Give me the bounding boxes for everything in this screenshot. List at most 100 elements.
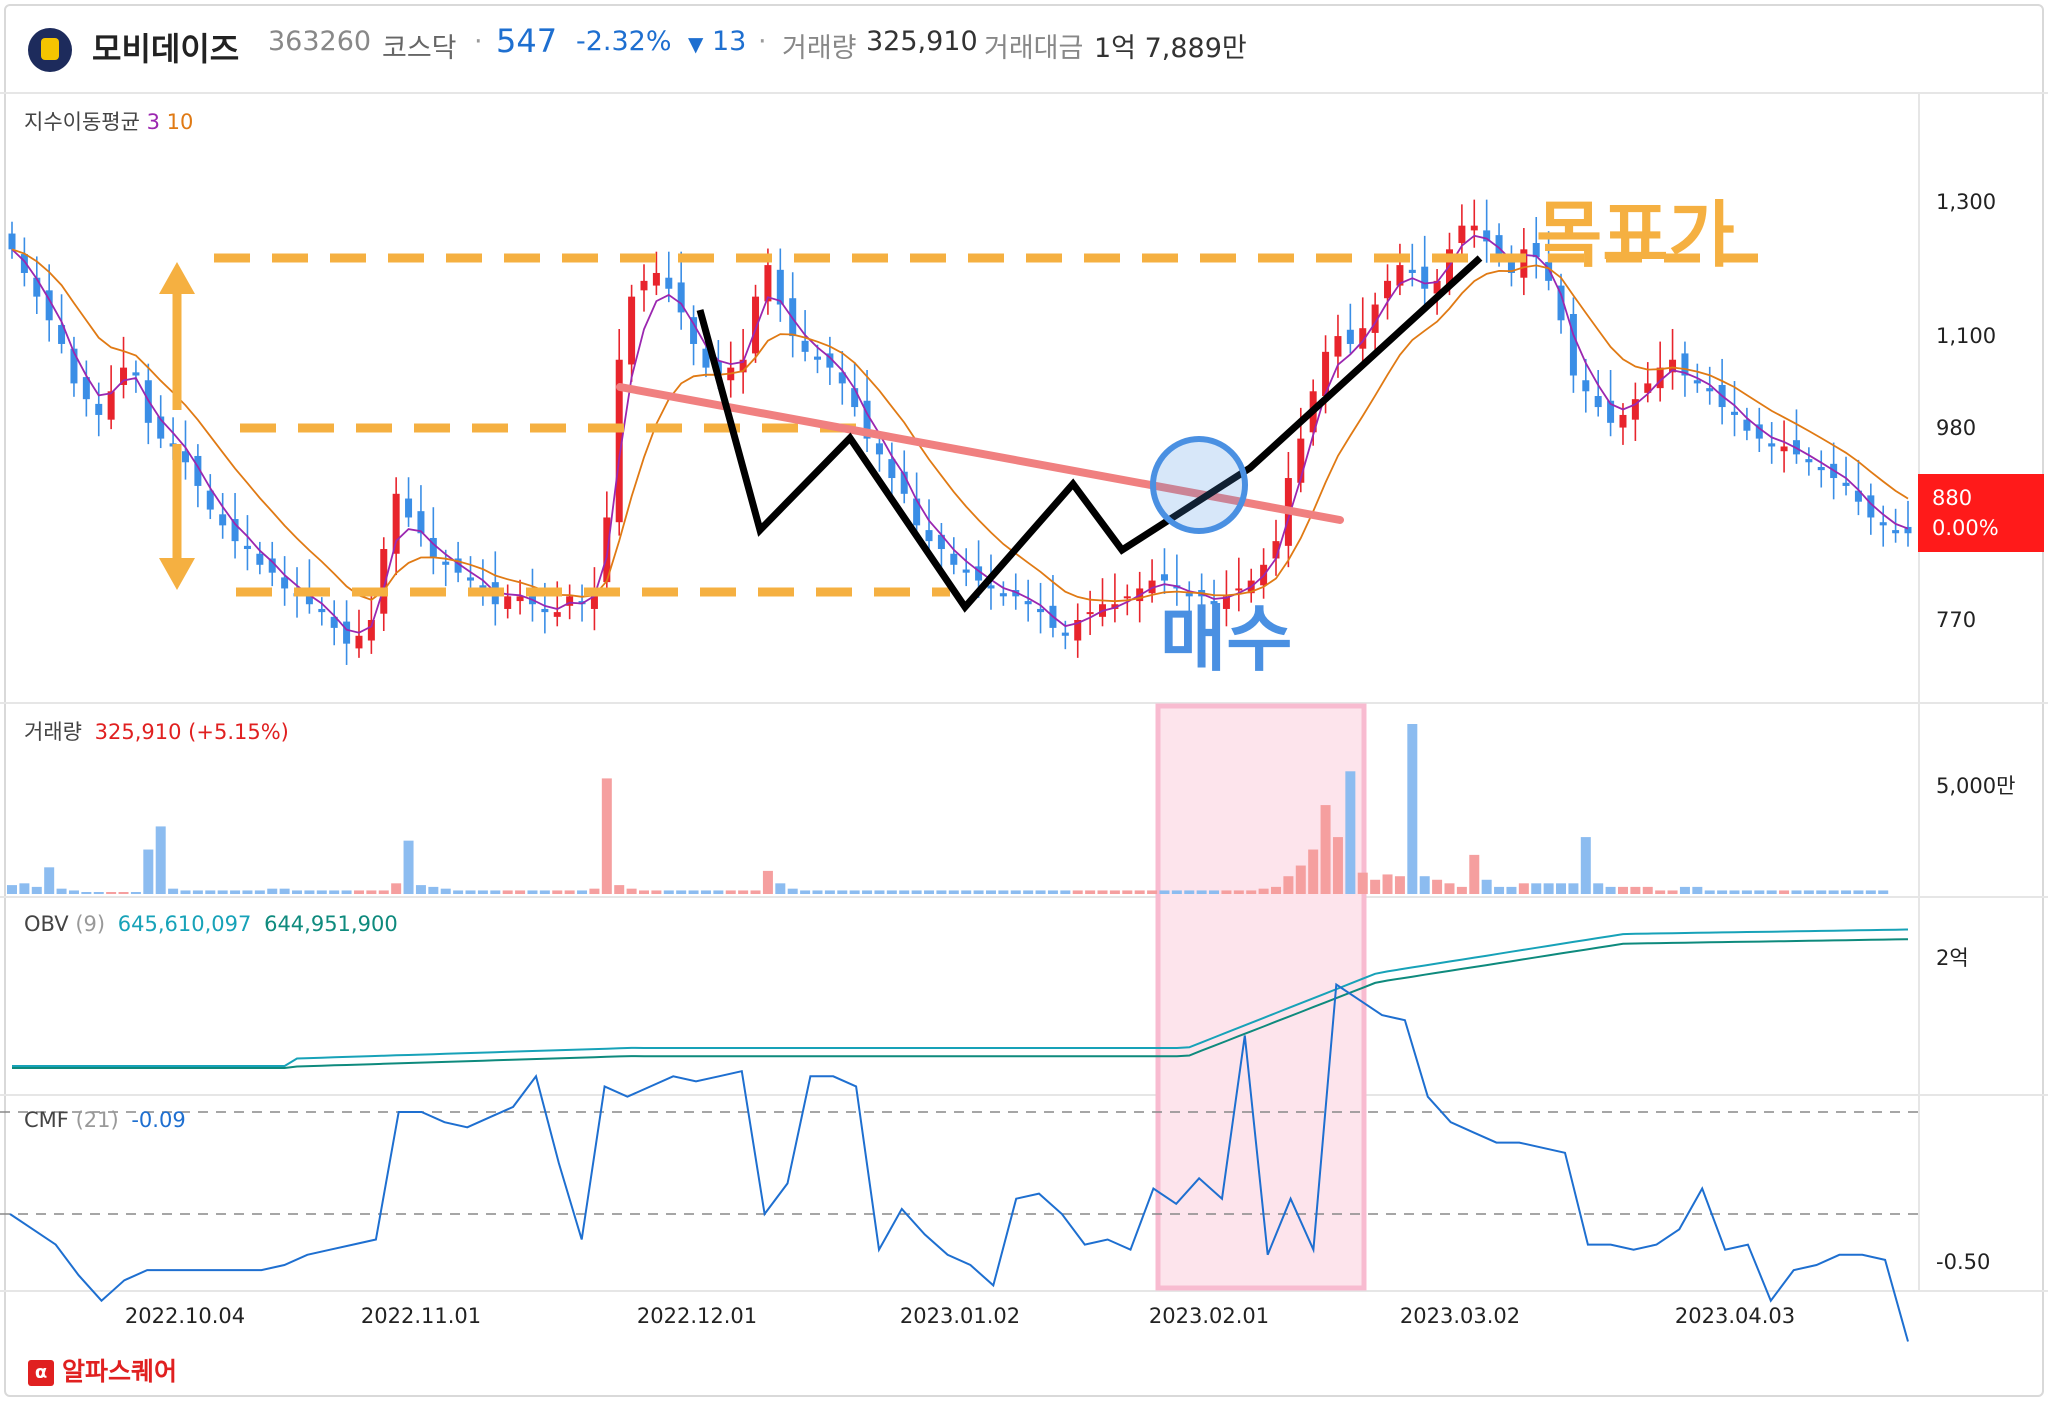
candle-body xyxy=(528,590,536,605)
volume-bar xyxy=(192,890,203,894)
volume-bar xyxy=(391,883,402,894)
candle-body xyxy=(1631,399,1639,420)
volume-label: 거래량 xyxy=(782,33,857,64)
volume-bar xyxy=(31,886,42,894)
volume-bar xyxy=(1630,886,1641,894)
volume-bar xyxy=(849,890,860,894)
volume-bar xyxy=(1394,876,1405,894)
volume-y-tick: 5,000만 xyxy=(1936,774,2016,798)
volume-bar xyxy=(292,890,303,894)
candle-body xyxy=(875,443,883,455)
candle-body xyxy=(652,272,660,286)
candle-body xyxy=(888,459,896,479)
candle-body xyxy=(1024,601,1032,605)
candle-body xyxy=(1805,459,1813,463)
volume-value: 325,910 xyxy=(866,26,978,57)
volume-bar xyxy=(1432,879,1443,894)
candle-body xyxy=(1086,612,1094,615)
obv-y-tick: 2억 xyxy=(1936,946,1969,970)
candle-body xyxy=(1433,280,1441,294)
y-tick-1300: 1,300 xyxy=(1936,190,1997,214)
volume-bar xyxy=(924,890,935,894)
candle-body xyxy=(1012,590,1020,597)
volume-bar xyxy=(477,890,488,894)
candle-body xyxy=(925,530,933,542)
volume-bar xyxy=(899,890,910,894)
candle-body xyxy=(1669,359,1677,373)
ma-label: 지수이동평균 xyxy=(24,110,140,134)
candle-body xyxy=(1842,482,1850,486)
volume-bar xyxy=(1816,890,1827,894)
candle-body xyxy=(900,471,908,494)
ma-indicator-label: 지수이동평균 3 10 xyxy=(24,106,193,136)
zigzag-pattern xyxy=(696,255,1483,613)
candle-body xyxy=(1470,225,1478,231)
volume-bar xyxy=(762,870,773,894)
candle-body xyxy=(838,372,846,384)
current-price-badge-value: 880 xyxy=(1932,486,1973,510)
volume-bar xyxy=(837,890,848,894)
volume-bar xyxy=(155,826,166,894)
volume-bar xyxy=(1766,890,1777,894)
volume-bar xyxy=(1035,890,1046,894)
candle-body xyxy=(690,317,698,344)
candle-body xyxy=(1235,588,1243,591)
volume-bar xyxy=(1841,890,1852,894)
candle-body xyxy=(1371,304,1379,333)
candle-body xyxy=(615,359,623,523)
volume-bar xyxy=(1370,879,1381,894)
volume-bar xyxy=(1271,886,1281,894)
candle-body xyxy=(1582,380,1590,392)
volume-bar xyxy=(1518,883,1529,894)
volume-panel-value: 325,910 (+5.15%) xyxy=(94,720,289,744)
volume-bar xyxy=(1605,886,1616,894)
volume-bar xyxy=(626,888,637,894)
candle-body xyxy=(801,340,809,352)
candle-body xyxy=(467,577,475,581)
volume-bar xyxy=(1147,890,1158,894)
candle-body xyxy=(1619,414,1627,428)
volume-bar xyxy=(44,867,55,894)
volume-bar xyxy=(663,890,674,894)
cmf-title: CMF xyxy=(24,1108,69,1132)
volume-bar xyxy=(267,888,278,894)
volume-bar xyxy=(985,890,996,894)
candle-body xyxy=(1879,522,1887,526)
y-tick-770: 770 xyxy=(1936,608,1977,632)
candle-body xyxy=(95,403,103,415)
candle-body xyxy=(157,416,165,439)
volume-bar xyxy=(68,890,79,894)
obv-value-1: 645,610,097 xyxy=(117,912,252,936)
candle-body xyxy=(1297,438,1305,483)
volume-bar xyxy=(1865,890,1876,894)
brand-name: 알파스퀘어 xyxy=(62,1357,178,1386)
obv-period: (9) xyxy=(75,912,106,936)
candle-body xyxy=(132,372,140,376)
candle-body xyxy=(1594,396,1602,408)
volume-bar xyxy=(1593,883,1604,894)
candle-body xyxy=(1780,446,1788,452)
volume-bar xyxy=(1717,890,1728,894)
candle-body xyxy=(590,588,598,609)
header-separator-dot-2: · xyxy=(758,26,767,57)
volume-bar xyxy=(614,885,625,894)
volume-bar xyxy=(676,890,687,894)
volume-bar xyxy=(688,890,699,894)
candle-body xyxy=(429,537,437,557)
cmf-value: -0.09 xyxy=(131,1108,186,1132)
candle-body xyxy=(281,577,289,589)
volume-bar xyxy=(1741,890,1752,894)
volume-bar xyxy=(1345,771,1356,894)
volume-bar xyxy=(1531,883,1542,894)
panel-divider-cmf xyxy=(0,1094,2048,1096)
company-logo-icon xyxy=(28,28,72,72)
volume-bar xyxy=(353,890,364,894)
volume-bar xyxy=(1023,890,1034,894)
descending-trendline xyxy=(616,383,1344,524)
candle-body xyxy=(1421,266,1429,289)
change-percent: -2.32% xyxy=(576,26,672,57)
candle-body xyxy=(1185,593,1193,597)
buy-point-circle xyxy=(1150,436,1248,534)
volume-bar xyxy=(911,890,922,894)
